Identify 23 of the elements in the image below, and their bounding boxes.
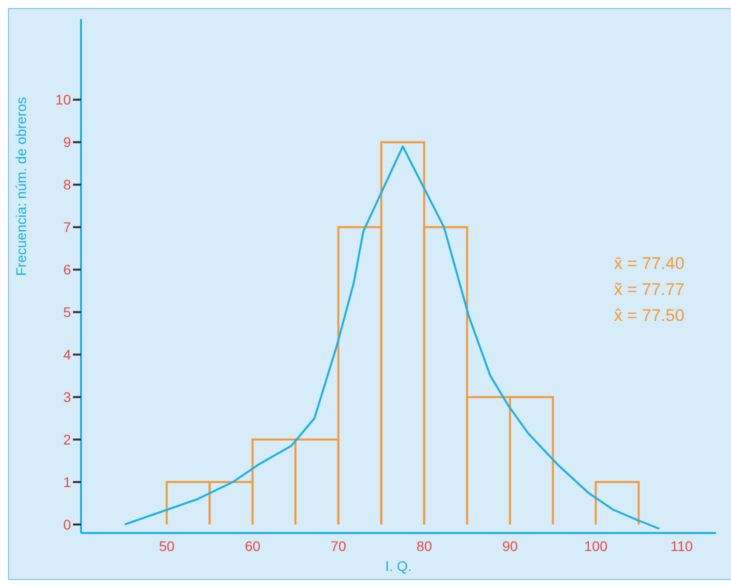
y-tick-label: 9 bbox=[63, 134, 72, 150]
y-tick-label: 1 bbox=[63, 474, 72, 490]
x-tick-label: 60 bbox=[244, 538, 261, 554]
y-tick-label: 8 bbox=[63, 176, 72, 193]
x-tick-label: 110 bbox=[670, 538, 694, 554]
x-tick-label: 80 bbox=[416, 538, 432, 554]
y-tick-label: 4 bbox=[63, 346, 72, 363]
x-tick-label: 90 bbox=[502, 538, 518, 554]
y-tick-label: 7 bbox=[63, 219, 72, 236]
y-tick-label: 2 bbox=[63, 432, 72, 448]
y-tick-label: 6 bbox=[63, 262, 72, 278]
x-tick-label: 70 bbox=[330, 538, 346, 554]
x-tick-label: 100 bbox=[584, 538, 608, 554]
y-tick-label: 5 bbox=[63, 304, 72, 320]
y-tick-label: 0 bbox=[63, 516, 72, 532]
y-tick-label: 10 bbox=[55, 92, 72, 108]
annotation: x̄ = 77.40 bbox=[614, 253, 684, 275]
y-axis-title: Frecuencia: núm. de obreros bbox=[12, 97, 29, 276]
x-axis-title: I. Q. bbox=[385, 558, 412, 574]
annotation: x̂ = 77.50 bbox=[614, 305, 684, 327]
x-tick-label: 50 bbox=[159, 538, 175, 554]
annotation: x̃ = 77.77 bbox=[614, 279, 684, 301]
y-tick-label: 3 bbox=[63, 389, 72, 406]
